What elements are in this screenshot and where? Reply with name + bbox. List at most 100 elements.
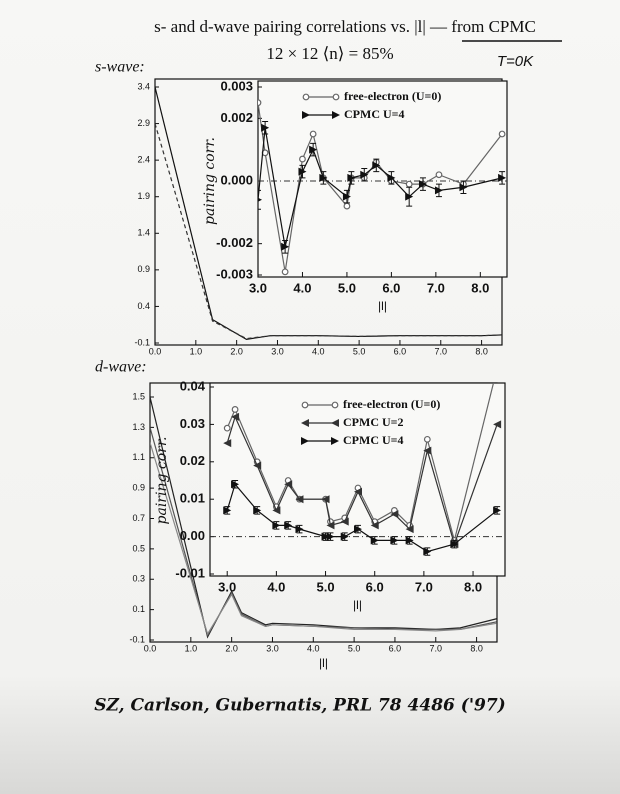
point [299, 155, 306, 163]
series-line [150, 442, 497, 636]
point [309, 130, 317, 138]
page-title: s- and d-wave pairing correlations vs. |… [154, 17, 536, 36]
point [360, 170, 369, 179]
point [309, 145, 318, 154]
legend-marker [302, 111, 310, 119]
point [434, 186, 443, 195]
x-tick-label: 8.0 [471, 280, 489, 295]
point [258, 99, 262, 107]
citation: SZ, Carlson, Gubernatis, PRL 78 4486 ('9… [94, 696, 505, 716]
point [450, 540, 459, 549]
x-tick-label: 4.0 [267, 579, 285, 594]
x-tick-label: 8.0 [475, 346, 488, 356]
point [298, 167, 307, 176]
y-tick-label: 2.4 [137, 155, 150, 165]
y-tick-label: 0.02 [180, 453, 205, 468]
x-tick-label: 0.0 [149, 346, 162, 356]
x-tick-label: 8.0 [464, 579, 482, 594]
y-tick-label: 0.00 [180, 528, 205, 543]
point [370, 536, 379, 545]
page-subtitle: 12 × 12 ⟨n⟩ = 85% [266, 44, 393, 63]
legend-marker [301, 419, 309, 427]
point [435, 171, 443, 179]
y-tick-label: 1.9 [137, 191, 150, 201]
x-tick-label: 3.0 [266, 643, 279, 653]
point [261, 123, 270, 132]
series-line [226, 483, 498, 553]
error-bar [258, 189, 261, 210]
legend-marker [301, 437, 309, 445]
x-tick-label: 7.0 [415, 579, 433, 594]
plot-frame [209, 382, 506, 577]
point [387, 173, 396, 182]
point [459, 183, 468, 192]
series [258, 120, 507, 254]
series [223, 480, 502, 556]
series [155, 123, 502, 340]
x-tick-label: 7.0 [427, 280, 445, 295]
x-tick-label: 1.0 [185, 643, 198, 653]
point [372, 161, 381, 170]
x-axis-label: |l| [353, 598, 362, 612]
x-tick-label: 2.0 [230, 346, 243, 356]
legend-label: CPMC U=2 [343, 415, 404, 429]
point [231, 412, 240, 421]
y-tick-label: 0.9 [132, 483, 145, 493]
point [405, 180, 413, 188]
legend-marker [331, 419, 339, 427]
x-tick-label: 6.0 [394, 346, 407, 356]
point [326, 521, 335, 530]
x-tick-label: 6.0 [382, 280, 400, 295]
point [493, 420, 502, 429]
y-tick-label: 1.3 [132, 422, 145, 432]
point [343, 202, 351, 210]
x-tick-label: 5.0 [338, 280, 356, 295]
point [272, 521, 281, 530]
y-tick-label: 0.4 [137, 301, 150, 311]
series-line [226, 383, 495, 541]
charts: s-wave:3.42.92.41.91.40.90.4-0.10.0 1.0 2.… [95, 59, 508, 670]
point [223, 506, 232, 515]
y-tick-label: 0.000 [220, 172, 253, 187]
point [353, 487, 362, 496]
y-tick-label: -0.1 [129, 634, 145, 644]
point [253, 506, 262, 515]
series-line [258, 102, 503, 272]
point [498, 130, 506, 138]
point [390, 536, 399, 545]
y-tick-label: 0.9 [137, 264, 150, 274]
legend-label: CPMC U=4 [343, 433, 404, 447]
legend-marker [301, 401, 309, 409]
chart: 0.04 0.03 0.02 0.01 0.00 -0.01 3.0 4.0 5.0 6.0 7.0… [154, 378, 506, 612]
point [405, 536, 414, 545]
x-axis-label: |l| [378, 299, 387, 313]
y-axis-label: pairing corr. [202, 137, 218, 225]
x-tick-label: 4.0 [293, 280, 311, 295]
point [340, 517, 349, 526]
x-tick-label: 4.0 [307, 643, 320, 653]
point [284, 480, 293, 489]
chart-title: d-wave: [95, 359, 147, 376]
series [150, 442, 497, 636]
point [231, 406, 239, 413]
x-tick-label: 3.0 [249, 280, 267, 295]
x-tick-label: 2.0 [225, 643, 238, 653]
handwritten-note: T=0K [497, 53, 534, 70]
point [281, 242, 290, 251]
x-tick-label: 5.0 [353, 346, 366, 356]
x-tick-label: 7.0 [435, 346, 448, 356]
legend-marker [331, 437, 339, 445]
legend-marker [302, 93, 310, 101]
point [423, 547, 432, 556]
legend-label: free-electron (U=0) [344, 89, 441, 103]
y-tick-label: -0.1 [134, 337, 150, 347]
point [319, 173, 328, 182]
x-tick-label: 3.0 [271, 346, 284, 356]
point [272, 506, 281, 515]
point [423, 435, 431, 443]
legend-label: free-electron (U=0) [343, 397, 440, 411]
x-tick-label: 6.0 [389, 643, 402, 653]
x-tick-label: 0.0 [144, 643, 157, 653]
series-line [226, 415, 498, 547]
